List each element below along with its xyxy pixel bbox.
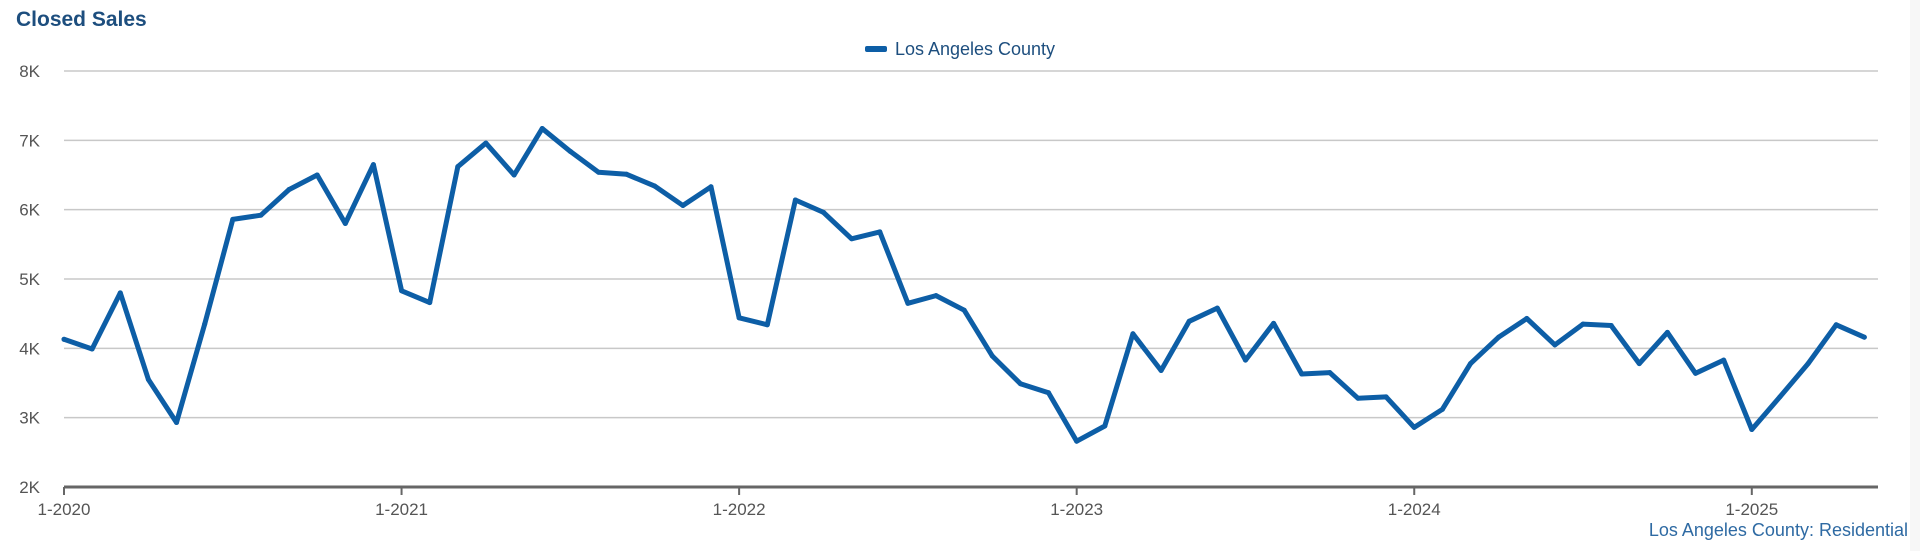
y-tick-label: 3K xyxy=(19,409,40,428)
data-point xyxy=(680,203,686,209)
data-point xyxy=(1214,305,1220,311)
y-tick-label: 6K xyxy=(19,201,40,220)
data-point xyxy=(145,377,151,383)
chart-title: Closed Sales xyxy=(16,8,147,31)
y-tick-label: 5K xyxy=(19,270,40,289)
data-point xyxy=(652,183,658,189)
data-point xyxy=(174,420,180,426)
data-point xyxy=(708,184,714,190)
data-point xyxy=(511,172,517,178)
data-point xyxy=(1017,381,1023,387)
legend[interactable]: Los Angeles County xyxy=(0,38,1920,60)
y-tick-label: 2K xyxy=(19,478,40,497)
data-point xyxy=(1355,395,1361,401)
data-point xyxy=(1833,322,1839,328)
data-point xyxy=(202,321,208,327)
data-point xyxy=(821,209,827,215)
data-point xyxy=(117,290,123,296)
data-point xyxy=(1580,321,1586,327)
data-point xyxy=(989,353,995,359)
y-tick-label: 7K xyxy=(19,131,40,150)
data-point xyxy=(1102,423,1108,429)
data-point xyxy=(1271,320,1277,326)
data-point xyxy=(905,300,911,306)
data-point xyxy=(230,216,236,222)
data-point xyxy=(1496,334,1502,340)
data-point xyxy=(399,288,405,294)
data-point xyxy=(314,172,320,178)
data-point xyxy=(1439,406,1445,412)
data-point xyxy=(370,162,376,168)
data-point xyxy=(1130,331,1136,337)
data-point xyxy=(89,346,95,352)
data-point xyxy=(877,229,883,235)
y-tick-label: 4K xyxy=(19,339,40,358)
data-point xyxy=(1664,329,1670,335)
data-point xyxy=(455,164,461,170)
x-tick-label: 1-2020 xyxy=(38,500,91,519)
data-point xyxy=(1524,316,1530,322)
x-tick-label: 1-2022 xyxy=(713,500,766,519)
data-point xyxy=(1299,371,1305,377)
data-point xyxy=(1608,322,1614,328)
data-point xyxy=(567,148,573,154)
scrollbar-track[interactable] xyxy=(1910,0,1920,551)
source-note[interactable]: Los Angeles County: Residential xyxy=(1648,520,1908,540)
data-point xyxy=(1074,438,1080,444)
data-point xyxy=(849,236,855,242)
data-point xyxy=(736,315,742,321)
data-point xyxy=(1552,342,1558,348)
data-point xyxy=(1805,361,1811,367)
data-point xyxy=(1861,334,1867,340)
data-point xyxy=(1693,370,1699,376)
data-point xyxy=(1749,426,1755,432)
data-point xyxy=(764,322,770,328)
data-point xyxy=(1242,357,1248,363)
data-point xyxy=(595,169,601,175)
data-point xyxy=(1721,357,1727,363)
data-point xyxy=(1411,424,1417,430)
data-point xyxy=(1186,318,1192,324)
data-point xyxy=(624,171,630,177)
data-point xyxy=(483,140,489,146)
data-point xyxy=(1046,390,1052,396)
data-point xyxy=(258,212,264,218)
data-point xyxy=(1777,394,1783,400)
x-tick-label: 1-2024 xyxy=(1388,500,1441,519)
data-point xyxy=(933,293,939,299)
data-point xyxy=(539,126,545,132)
data-point xyxy=(1158,368,1164,374)
data-point xyxy=(342,221,348,227)
data-point xyxy=(792,197,798,203)
y-tick-label: 8K xyxy=(19,62,40,81)
legend-swatch xyxy=(864,46,887,53)
data-point xyxy=(286,187,292,193)
x-tick-label: 1-2025 xyxy=(1725,500,1778,519)
data-point xyxy=(961,307,967,313)
series-line xyxy=(61,126,1867,444)
data-point xyxy=(1468,361,1473,367)
data-point xyxy=(1327,370,1333,376)
data-point xyxy=(61,336,67,342)
data-point xyxy=(1383,394,1389,400)
data-point xyxy=(1636,361,1642,367)
x-tick-label: 1-2021 xyxy=(375,500,428,519)
x-tick-label: 1-2023 xyxy=(1050,500,1103,519)
legend-label: Los Angeles County xyxy=(894,38,1056,59)
data-point xyxy=(427,300,433,306)
